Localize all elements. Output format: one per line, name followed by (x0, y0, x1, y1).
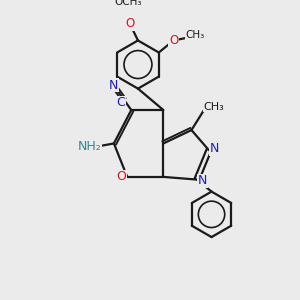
Text: N: N (198, 174, 207, 188)
Text: NH₂: NH₂ (78, 140, 102, 153)
Text: O: O (116, 170, 126, 183)
Text: N: N (109, 79, 118, 92)
Text: OCH₃: OCH₃ (115, 0, 142, 8)
Text: C: C (116, 96, 125, 110)
Text: CH₃: CH₃ (185, 30, 205, 40)
Text: O: O (125, 17, 135, 30)
Text: CH₃: CH₃ (204, 102, 225, 112)
Text: O: O (169, 34, 178, 47)
Text: N: N (210, 142, 219, 155)
